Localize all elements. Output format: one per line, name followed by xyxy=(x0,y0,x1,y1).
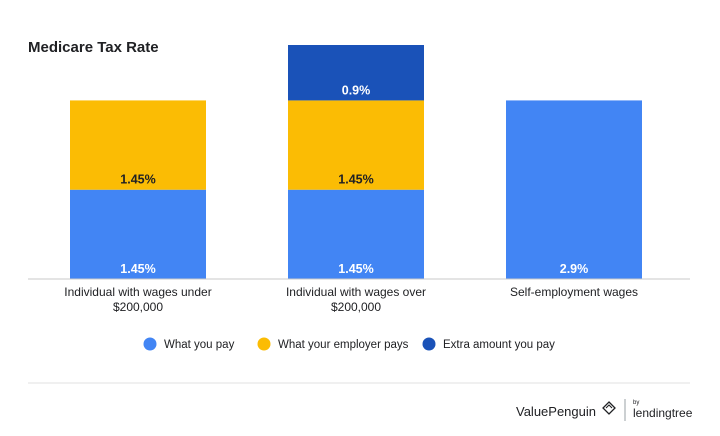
bar-segment xyxy=(506,100,642,279)
bar-data-label: 1.45% xyxy=(120,173,155,187)
legend-label: Extra amount you pay xyxy=(443,339,555,351)
bar-segment xyxy=(288,45,424,101)
bar-data-label: 1.45% xyxy=(338,173,373,187)
bar-segment xyxy=(288,189,424,279)
plot-area: 1.45%1.45%Individual with wages under$20… xyxy=(64,45,642,314)
legend-swatch xyxy=(143,337,157,351)
legend-swatch xyxy=(422,337,436,351)
legend-swatch xyxy=(257,337,271,351)
partner-by-text: by xyxy=(633,400,639,406)
penguin-icon xyxy=(602,401,616,415)
bar-data-label: 0.9% xyxy=(342,83,371,97)
lendingtree-logo-text: lendingtree xyxy=(633,406,693,420)
bar-segment xyxy=(70,100,206,190)
legend: What you pay What your employer pays Extra… xyxy=(143,337,555,351)
bar-data-label: 1.45% xyxy=(338,262,373,276)
category-label: Self-employment wages xyxy=(510,285,638,299)
footer-branding: ValuePenguin by lendingtree xyxy=(516,399,693,421)
category-label: $200,000 xyxy=(113,300,163,314)
bar-data-label: 1.45% xyxy=(120,262,155,276)
legend-label: What you pay xyxy=(164,339,235,351)
category-label: Individual with wages under xyxy=(64,285,211,299)
bar-segment xyxy=(288,100,424,190)
valuepenguin-logo-text: ValuePenguin xyxy=(516,404,596,419)
category-label: $200,000 xyxy=(331,300,381,314)
bar-segment xyxy=(70,189,206,279)
bar-data-label: 2.9% xyxy=(560,262,589,276)
chart-title: Medicare Tax Rate xyxy=(28,39,159,56)
category-label: Individual with wages over xyxy=(286,285,426,299)
legend-label: What your employer pays xyxy=(278,339,409,351)
